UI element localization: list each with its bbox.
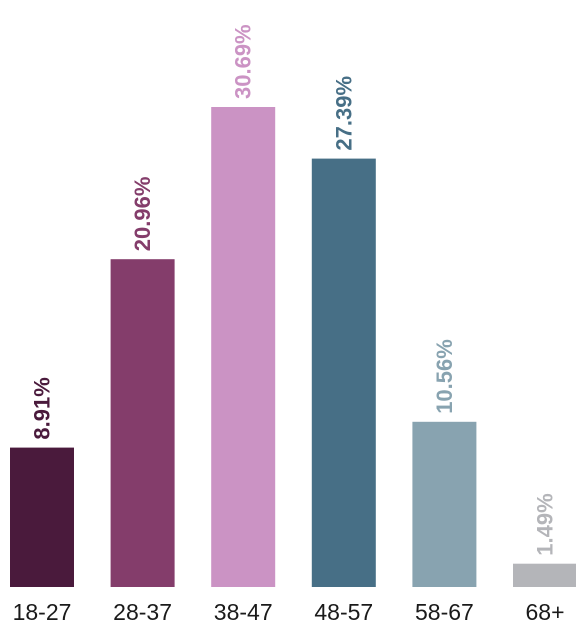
x-tick-38-47: 38-47 xyxy=(214,599,273,623)
value-label-48-57: 27.39% xyxy=(331,76,356,151)
value-label-58-67: 10.56% xyxy=(432,339,457,414)
bar-48-57 xyxy=(311,158,376,587)
bar-58-67 xyxy=(412,421,477,587)
bar-18-27 xyxy=(10,447,74,587)
x-tick-48-57: 48-57 xyxy=(314,599,373,623)
bar-28-37 xyxy=(110,259,175,587)
value-label-38-47: 30.69% xyxy=(231,24,256,99)
value-label-18-27: 8.91% xyxy=(30,377,55,439)
x-tick-18-27: 18-27 xyxy=(13,599,72,623)
value-label-28-37: 20.96% xyxy=(130,177,155,252)
x-tick-28-37: 28-37 xyxy=(113,599,172,623)
value-label-68+: 1.49% xyxy=(533,493,558,555)
bars-group xyxy=(10,107,576,587)
bar-68+ xyxy=(513,563,576,587)
x-tick-58-67: 58-67 xyxy=(415,599,474,623)
bar-38-47 xyxy=(211,107,276,587)
x-tick-68+: 68+ xyxy=(525,599,564,623)
value-labels-group: 8.91% 20.96% 30.69% 27.39% 10.56% 1.49% xyxy=(30,24,558,555)
x-axis-tick-labels: 18-27 28-37 38-47 48-57 58-67 68+ xyxy=(13,599,565,623)
